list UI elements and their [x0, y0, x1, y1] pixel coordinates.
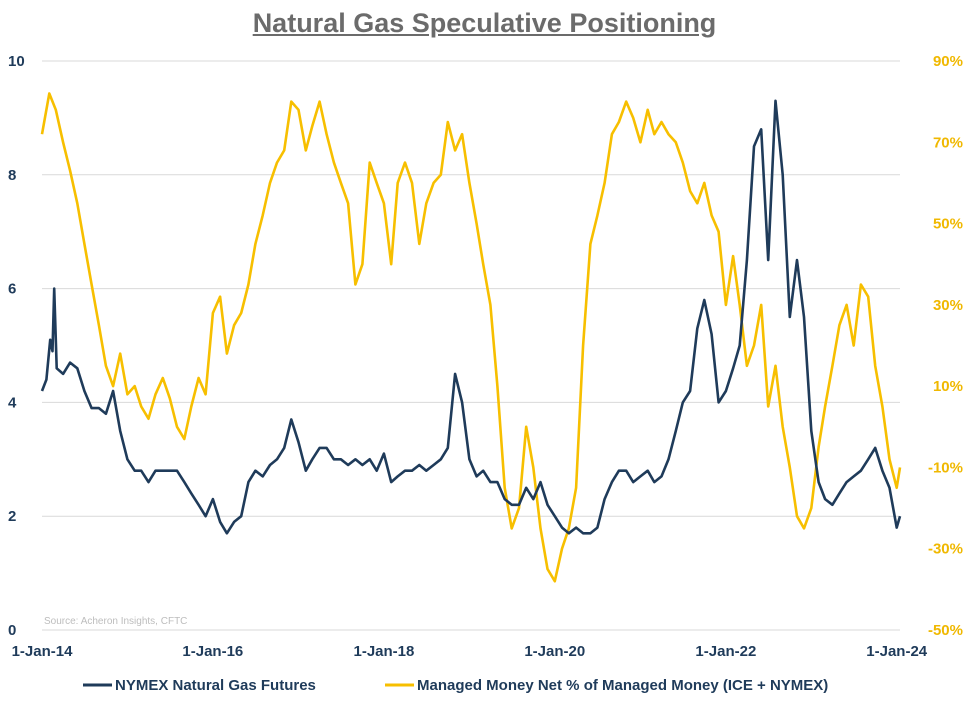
y-right-tick-label: 50% [933, 216, 963, 233]
chart-title: Natural Gas Speculative Positioning [252, 8, 717, 38]
y-left-tick-label: 4 [8, 394, 17, 411]
y-right-tick-label: -50% [928, 622, 963, 639]
y-right-tick-label: 70% [933, 134, 963, 151]
axis-ticks: 0 2 4 6 8 10 -50% -30% -10% 10% 30% 50% 70% 90% 1-Jan-… [8, 53, 963, 660]
legend-label-nymex: NYMEX Natural Gas Futures [115, 677, 316, 694]
x-tick-label: 1-Jan-14 [12, 643, 74, 660]
series-line-managed-money [40, 92, 902, 583]
y-right-tick-label: -10% [928, 459, 963, 476]
y-left-tick-label: 6 [8, 281, 16, 298]
y-left-tick-label: 8 [8, 167, 16, 184]
legend: NYMEX Natural Gas Futures Managed Money N… [83, 677, 828, 694]
y-left-tick-label: 2 [8, 508, 16, 525]
x-tick-label: 1-Jan-18 [353, 643, 414, 660]
source-note: Source: Acheron Insights, CFTC [44, 616, 187, 627]
x-tick-label: 1-Jan-22 [695, 643, 756, 660]
x-tick-label: 1-Jan-16 [182, 643, 243, 660]
y-right-tick-label: 30% [933, 297, 963, 314]
y-right-tick-label: 90% [933, 53, 963, 70]
series-line-nymex [40, 99, 902, 535]
legend-label-managed-money: Managed Money Net % of Managed Money (IC… [417, 677, 828, 694]
y-left-tick-label: 0 [8, 622, 16, 639]
y-left-tick-label: 10 [8, 53, 25, 70]
x-tick-label: 1-Jan-24 [866, 643, 928, 660]
grid-lines [42, 60, 900, 631]
y-right-tick-label: -30% [928, 541, 963, 558]
series-lines [40, 92, 902, 583]
x-tick-label: 1-Jan-20 [524, 643, 585, 660]
y-right-tick-label: 10% [933, 378, 963, 395]
